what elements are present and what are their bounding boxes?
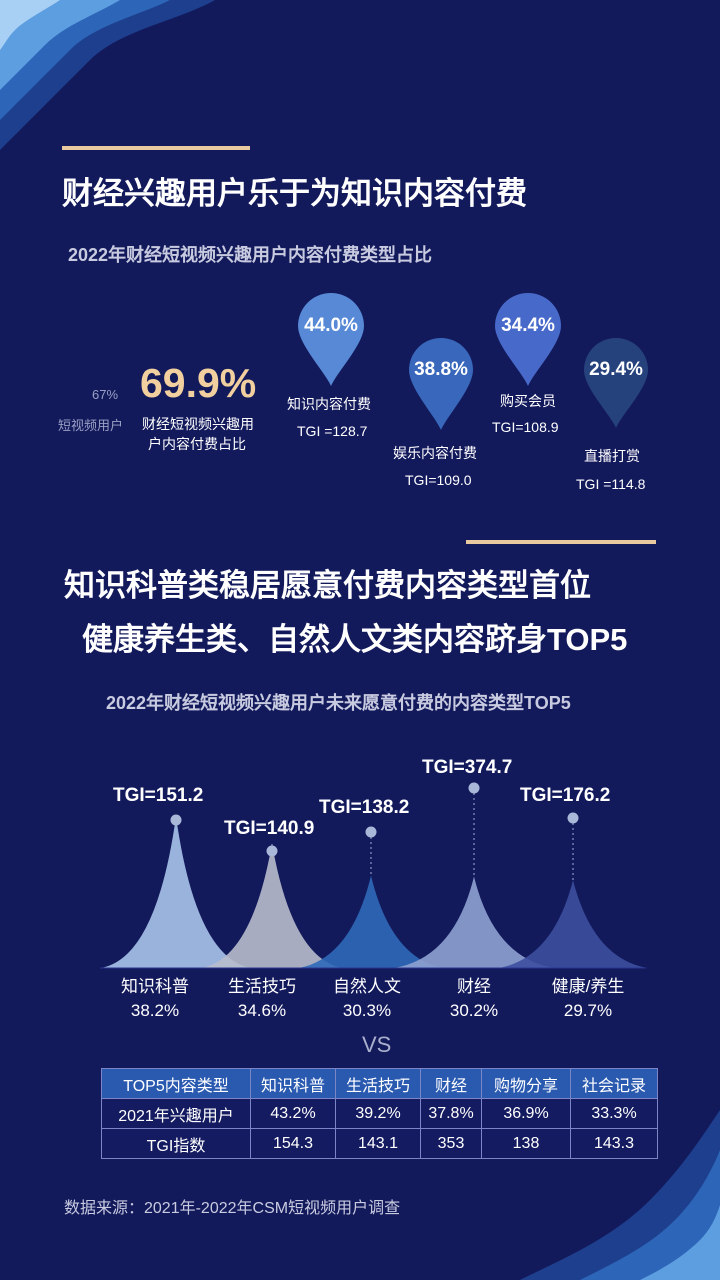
pin-tgi-3: TGI=108.9 xyxy=(492,419,559,435)
table-cell: 36.9% xyxy=(481,1098,571,1129)
accent-rule-2 xyxy=(466,540,656,544)
table-header-cell: 生活技巧 xyxy=(335,1068,421,1099)
tgi-label-5: TGI=176.2 xyxy=(520,785,611,806)
table-row: 2021年兴趣用户 43.2% 39.2% 37.8% 36.9% 33.3% xyxy=(101,1098,658,1129)
category-name: 财经 xyxy=(457,977,491,996)
category-name: 知识科普 xyxy=(121,977,189,996)
category-label-4: 财经 30.2% xyxy=(429,975,519,1023)
tgi-marker-dot xyxy=(468,782,480,794)
table-cell: 43.2% xyxy=(250,1098,336,1129)
source-note: 数据来源：2021年-2022年CSM短视频用户调查 xyxy=(64,1200,401,1217)
compare-label: 短视频用户 xyxy=(58,418,124,433)
section2-title-line1: 知识科普类稳居愿意付费内容类型首位 xyxy=(64,568,591,603)
chart-peak xyxy=(202,843,342,968)
tgi-marker-dot xyxy=(365,826,377,838)
pin-value-1: 44.0% xyxy=(304,315,358,336)
pin-label-3: 购买会员 xyxy=(500,393,556,409)
section1-subtitle: 2022年财经短视频兴趣用户内容付费类型占比 xyxy=(68,245,433,265)
category-label-5: 健康/养生 29.7% xyxy=(543,975,633,1023)
table-cell: TGI指数 xyxy=(101,1128,251,1159)
tgi-label-3: TGI=138.2 xyxy=(319,797,410,818)
comparison-table: TOP5内容类型 知识科普 生活技巧 财经 购物分享 社会记录 2021年兴趣用… xyxy=(101,1068,658,1159)
pin-value-3: 34.4% xyxy=(501,315,555,336)
tgi-marker-dot xyxy=(170,814,182,826)
main-value: 69.9% xyxy=(140,360,257,406)
compare-value: 67% xyxy=(92,387,119,402)
category-name: 健康/养生 xyxy=(551,977,625,996)
table-header-cell: 知识科普 xyxy=(250,1068,336,1099)
map-pin-marker xyxy=(584,338,648,428)
table-cell: 39.2% xyxy=(335,1098,421,1129)
tgi-label-2: TGI=140.9 xyxy=(224,818,315,839)
category-value: 30.2% xyxy=(449,1001,499,1020)
table-cell: 154.3 xyxy=(250,1128,336,1159)
chart-peak xyxy=(499,880,647,968)
category-value: 34.6% xyxy=(237,1001,287,1020)
category-name: 生活技巧 xyxy=(228,977,296,996)
category-label-2: 生活技巧 34.6% xyxy=(217,975,307,1023)
table-header-cell: 社会记录 xyxy=(570,1068,658,1099)
pin-tgi-2: TGI=109.0 xyxy=(405,472,472,488)
category-name: 自然人文 xyxy=(333,977,401,996)
chart-peak xyxy=(394,876,554,968)
table-header-cell: 购物分享 xyxy=(481,1068,571,1099)
pin-label-1: 知识内容付费 xyxy=(287,396,371,412)
table-cell: 143.1 xyxy=(335,1128,421,1159)
pin-label-2: 娱乐内容付费 xyxy=(393,445,477,461)
tgi-marker-dot xyxy=(567,812,579,824)
tgi-label-4: TGI=374.7 xyxy=(422,757,513,778)
table-cell: 143.3 xyxy=(570,1128,658,1159)
tgi-marker-dot xyxy=(266,845,278,857)
pin-value-2: 38.8% xyxy=(414,359,468,380)
table-header-row: TOP5内容类型 知识科普 生活技巧 财经 购物分享 社会记录 xyxy=(101,1068,658,1099)
pin-tgi-4: TGI =114.8 xyxy=(576,476,646,492)
map-pin-marker xyxy=(409,338,473,430)
table-cell: 138 xyxy=(481,1128,571,1159)
main-label-line2: 户内容付费占比 xyxy=(148,436,246,452)
map-pin-marker xyxy=(298,293,364,386)
section2-subtitle: 2022年财经短视频兴趣用户未来愿意付费的内容类型TOP5 xyxy=(106,693,571,713)
table-cell: 33.3% xyxy=(570,1098,658,1129)
decorative-wave-bottom-right xyxy=(520,1110,720,1280)
category-value: 30.3% xyxy=(342,1001,392,1020)
pin-value-4: 29.4% xyxy=(589,359,643,380)
table-cell: 37.8% xyxy=(420,1098,482,1129)
category-label-3: 自然人文 30.3% xyxy=(322,975,412,1023)
main-label-line1: 财经短视频兴趣用 xyxy=(142,416,254,432)
vs-label: VS xyxy=(362,1032,392,1057)
category-label-1: 知识科普 38.2% xyxy=(110,975,200,1023)
section1-title: 财经兴趣用户乐于为知识内容付费 xyxy=(62,176,527,211)
table-cell: 2021年兴趣用户 xyxy=(101,1098,251,1129)
category-value: 29.7% xyxy=(563,1001,613,1020)
tgi-label-1: TGI=151.2 xyxy=(113,785,204,806)
pin-label-4: 直播打赏 xyxy=(584,448,640,464)
chart-peak xyxy=(299,875,443,968)
map-pin-marker xyxy=(495,293,561,386)
accent-rule-1 xyxy=(62,146,250,150)
table-row: TGI指数 154.3 143.1 353 138 143.3 xyxy=(101,1128,658,1159)
category-value: 38.2% xyxy=(130,1001,180,1020)
table-cell: 353 xyxy=(420,1128,482,1159)
decorative-wave-top-left xyxy=(0,0,215,150)
pin-tgi-1: TGI =128.7 xyxy=(297,423,368,439)
table-header-cell: TOP5内容类型 xyxy=(101,1068,251,1099)
table-header-cell: 财经 xyxy=(420,1068,482,1099)
section2-title-line2: 健康养生类、自然人文类内容跻身TOP5 xyxy=(82,622,628,657)
